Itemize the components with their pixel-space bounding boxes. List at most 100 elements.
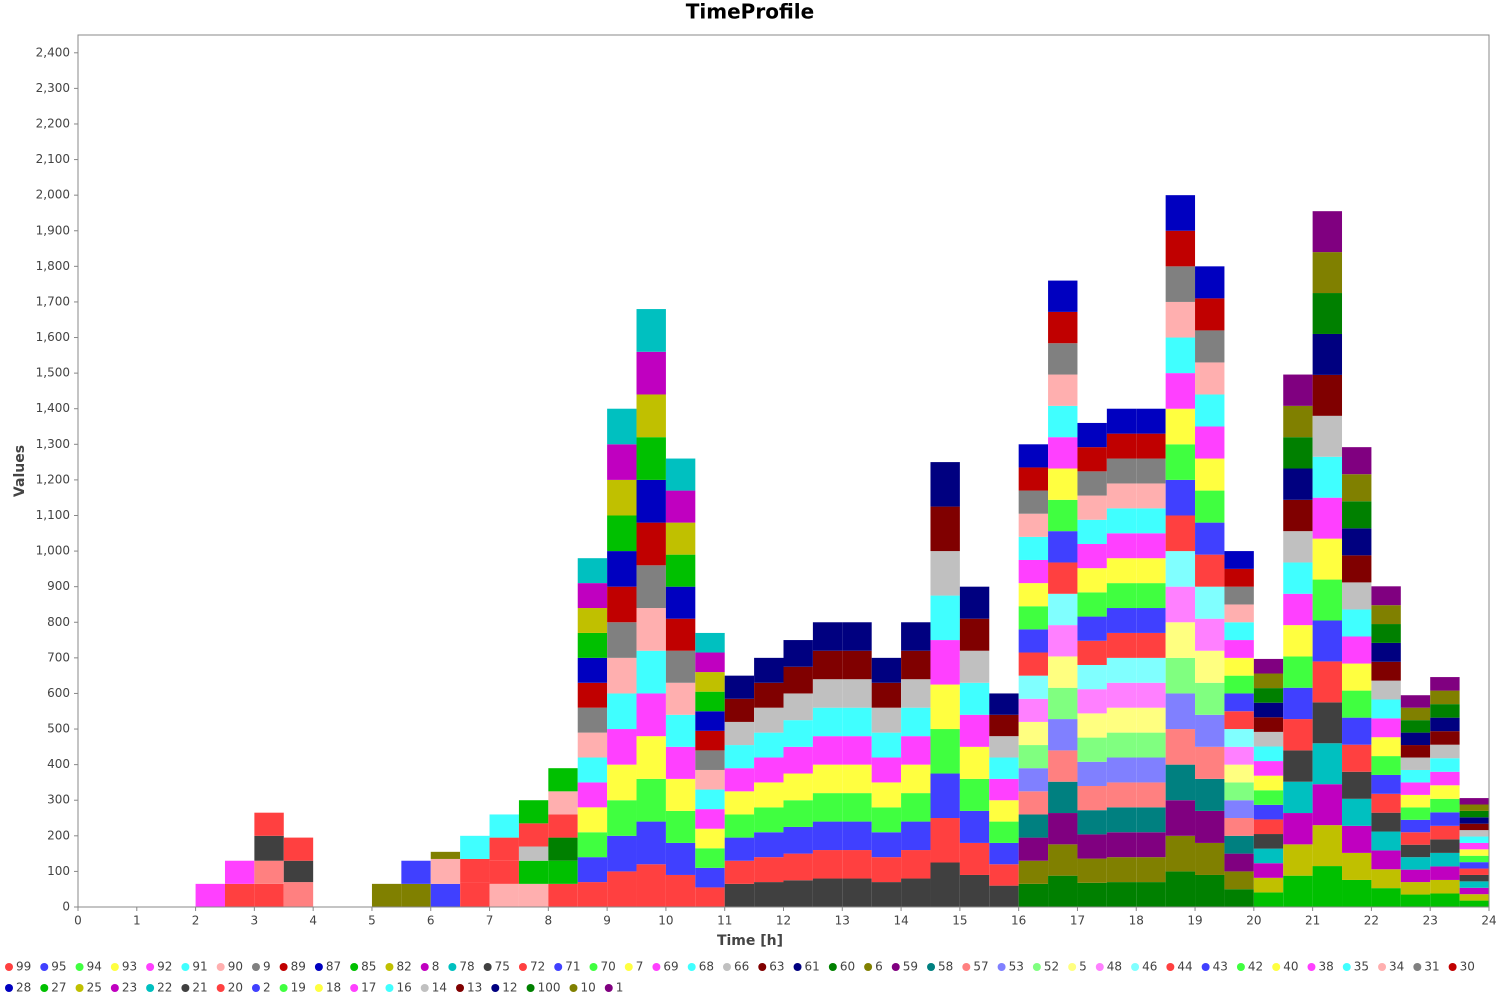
bar-segment bbox=[959, 618, 990, 651]
legend-label: 22 bbox=[157, 981, 172, 995]
bar-segment bbox=[1106, 732, 1137, 758]
bar-segment bbox=[1430, 852, 1460, 867]
bar-segment bbox=[283, 882, 314, 907]
bar-segment bbox=[1312, 333, 1343, 375]
bar-segment bbox=[1342, 609, 1372, 637]
bar-segment bbox=[1371, 850, 1401, 870]
legend-label: 25 bbox=[87, 981, 102, 995]
x-tick-label: 0 bbox=[74, 914, 82, 928]
bar-segment bbox=[1077, 447, 1107, 472]
legend-item: 52 bbox=[1032, 960, 1059, 974]
bar-segment bbox=[430, 858, 461, 884]
bar-segment bbox=[548, 883, 578, 907]
bar-segment bbox=[1224, 711, 1254, 730]
bar-segment bbox=[1136, 707, 1166, 733]
bar-segment bbox=[1224, 586, 1254, 605]
bar-segment bbox=[577, 757, 608, 783]
bar-segment bbox=[577, 657, 608, 683]
bar-segment bbox=[1459, 830, 1489, 837]
bar-segment bbox=[1077, 495, 1107, 520]
x-tick-label: 5 bbox=[368, 914, 376, 928]
bar-segment bbox=[930, 551, 960, 596]
legend-item: 22 bbox=[146, 981, 172, 995]
bar-segment bbox=[665, 618, 696, 651]
legend-label: 61 bbox=[805, 960, 820, 974]
legend-marker bbox=[864, 963, 873, 971]
bar-segment bbox=[636, 864, 666, 907]
bar-segment bbox=[1136, 807, 1166, 833]
bar-segment bbox=[842, 821, 872, 851]
bar-segment bbox=[1136, 433, 1166, 459]
bar-segment bbox=[283, 837, 314, 861]
legend-marker bbox=[251, 984, 260, 992]
bar-segment bbox=[1195, 618, 1225, 651]
bar-segment bbox=[1342, 717, 1372, 745]
legend-label: 70 bbox=[601, 960, 616, 974]
legend-item: 17 bbox=[350, 981, 376, 995]
bar-segment bbox=[930, 506, 960, 552]
bar-segment bbox=[1136, 682, 1166, 708]
legend-label: 92 bbox=[157, 960, 172, 974]
y-tick-label: 700 bbox=[47, 650, 70, 664]
bar-segment bbox=[636, 394, 666, 438]
bar-segment bbox=[1048, 280, 1078, 312]
legend-item: 18 bbox=[314, 981, 341, 995]
bar-segment bbox=[1077, 616, 1107, 641]
bar-segment bbox=[1224, 764, 1254, 783]
legend-item: 71 bbox=[554, 960, 581, 974]
y-tick-label: 1,300 bbox=[36, 437, 70, 451]
legend-item: 99 bbox=[5, 960, 31, 974]
bar-segment bbox=[1136, 857, 1166, 883]
legend-label: 6 bbox=[875, 960, 883, 974]
legend-label: 60 bbox=[840, 960, 855, 974]
y-tick-label: 2,400 bbox=[36, 45, 70, 59]
x-tick-label: 7 bbox=[486, 914, 494, 928]
bar-segment bbox=[1283, 750, 1313, 782]
bar-segment bbox=[842, 707, 872, 737]
legend-marker bbox=[722, 963, 731, 971]
bar-segment bbox=[1459, 881, 1489, 888]
legend-label: 100 bbox=[538, 981, 561, 995]
bar-segment bbox=[901, 707, 931, 737]
x-tick-label: 12 bbox=[776, 914, 791, 928]
legend-marker bbox=[604, 984, 613, 992]
bar-segment bbox=[665, 746, 696, 779]
bar-segment bbox=[665, 650, 696, 683]
bar-segment bbox=[871, 807, 902, 833]
bar-segment bbox=[930, 729, 960, 774]
legend-item: 53 bbox=[997, 960, 1024, 974]
bar-segment bbox=[1400, 844, 1431, 858]
bar-segment bbox=[930, 818, 960, 863]
y-tick-label: 2,100 bbox=[36, 152, 70, 166]
bar-segment bbox=[1459, 798, 1489, 805]
bar-segment bbox=[401, 860, 431, 884]
bar-segment bbox=[1283, 374, 1313, 406]
bar-segment bbox=[1165, 195, 1196, 231]
bar-segment bbox=[1253, 717, 1284, 732]
bar-segment bbox=[1018, 721, 1049, 746]
bar-segment bbox=[1136, 483, 1166, 509]
bar-segment bbox=[607, 764, 637, 801]
legend-item: 10 bbox=[569, 981, 596, 995]
bar-segment bbox=[989, 693, 1019, 715]
bar-segment bbox=[1400, 869, 1431, 883]
bar-segment bbox=[1224, 551, 1254, 569]
bar-segment bbox=[1430, 866, 1460, 880]
bar-segment bbox=[1195, 586, 1225, 619]
bar-segment bbox=[577, 707, 608, 733]
legend-label: 12 bbox=[502, 981, 517, 995]
bar-segment bbox=[1430, 717, 1460, 732]
x-tick-label: 14 bbox=[893, 914, 908, 928]
legend-item: 66 bbox=[722, 960, 749, 974]
x-axis-label: Time [h] bbox=[717, 933, 783, 949]
legend-label: 28 bbox=[16, 981, 31, 995]
bar-segment bbox=[1371, 586, 1401, 606]
bar-segment bbox=[901, 793, 931, 822]
bar-segment bbox=[1459, 862, 1489, 869]
bar-segment bbox=[1136, 558, 1166, 584]
bar-segment bbox=[1224, 729, 1254, 747]
bar-segment bbox=[695, 887, 725, 907]
bar-segment bbox=[842, 793, 872, 822]
legend-marker bbox=[1342, 963, 1351, 971]
bar-segment bbox=[812, 793, 843, 822]
